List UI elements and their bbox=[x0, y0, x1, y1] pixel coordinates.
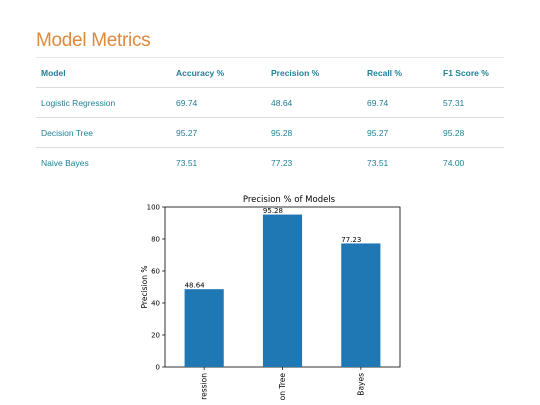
plot-area: 0 20 40 60 80 100 48.64 ression 95.28 on Tree 77.2… bbox=[147, 204, 401, 401]
cell-model: Naive Bayes bbox=[36, 147, 171, 177]
cell-precision: 48.64 bbox=[266, 87, 362, 118]
cell-precision: 77.23 bbox=[266, 147, 362, 177]
header-accuracy: Accuracy % bbox=[171, 57, 266, 88]
cell-model: Decision Tree bbox=[36, 117, 171, 148]
cell-f1: 57.31 bbox=[438, 87, 504, 118]
cell-accuracy: 95.27 bbox=[171, 117, 266, 148]
bar bbox=[262, 214, 303, 367]
table-row: Naive Bayes 73.51 77.23 73.51 74.00 bbox=[36, 147, 504, 177]
bar bbox=[184, 289, 224, 367]
table-row: Logistic Regression 69.74 48.64 69.74 57… bbox=[36, 87, 504, 118]
cell-f1: 95.28 bbox=[438, 117, 504, 148]
y-axis-label: Precision % bbox=[140, 266, 149, 309]
metrics-table: Model Accuracy % Precision % Recall % F1… bbox=[36, 57, 504, 177]
cell-precision: 95.28 bbox=[266, 117, 362, 148]
x-tick-label: on Tree bbox=[278, 373, 287, 401]
y-tick-label: 60 bbox=[151, 268, 160, 276]
cell-recall: 95.27 bbox=[362, 117, 438, 148]
cell-recall: 73.51 bbox=[362, 147, 438, 177]
page-title: Model Metrics bbox=[36, 30, 151, 51]
bar-value-label: 77.23 bbox=[341, 236, 361, 244]
y-tick-label: 100 bbox=[147, 204, 160, 212]
x-tick-label: Bayes bbox=[356, 373, 365, 396]
header-precision: Precision % bbox=[266, 57, 362, 88]
table-row: Decision Tree 95.27 95.28 95.27 95.28 bbox=[36, 117, 504, 148]
chart-title: Precision % of Models bbox=[243, 195, 336, 205]
y-tick-label: 40 bbox=[151, 300, 160, 308]
cell-accuracy: 69.74 bbox=[171, 87, 266, 118]
cell-model: Logistic Regression bbox=[36, 87, 171, 118]
x-tick-label: ression bbox=[200, 373, 209, 400]
cell-recall: 69.74 bbox=[362, 87, 438, 118]
cell-f1: 74.00 bbox=[438, 147, 504, 177]
table-header-row: Model Accuracy % Precision % Recall % F1… bbox=[36, 57, 504, 88]
y-tick-label: 0 bbox=[156, 364, 160, 372]
bar-value-label: 48.64 bbox=[185, 282, 206, 290]
header-model: Model bbox=[36, 57, 171, 88]
cell-accuracy: 73.51 bbox=[171, 147, 266, 177]
y-tick-label: 80 bbox=[151, 236, 160, 244]
bar-value-label: 95.28 bbox=[263, 207, 283, 215]
bar bbox=[341, 243, 381, 367]
header-recall: Recall % bbox=[362, 57, 438, 88]
header-f1: F1 Score % bbox=[438, 57, 504, 88]
y-tick-label: 20 bbox=[151, 332, 160, 340]
